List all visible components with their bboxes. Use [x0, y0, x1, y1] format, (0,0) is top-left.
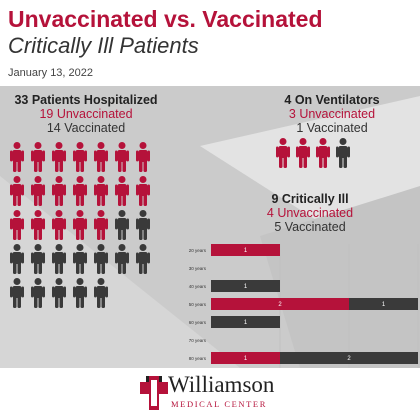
person-unvaccinated-icon	[73, 142, 87, 172]
bar-vaccinated	[211, 280, 280, 292]
critically-ill-unvaccinated-label: 4 Unvaccinated	[266, 206, 354, 220]
bar-value-label: 1	[244, 356, 248, 362]
person-vaccinated-icon	[115, 210, 129, 240]
ventilators-unvaccinated-label: 3 Unvaccinated	[288, 107, 376, 121]
category-label: 20 years	[189, 248, 207, 253]
category-label: 80 years	[189, 356, 207, 361]
person-vaccinated-icon	[10, 244, 24, 274]
person-vaccinated-icon	[94, 244, 108, 274]
bar-vaccinated	[349, 298, 418, 310]
ventilator-people-icons	[276, 138, 350, 168]
report-date: January 13, 2022	[8, 67, 94, 79]
bar-unvaccinated	[211, 244, 280, 256]
bar-vaccinated	[211, 316, 280, 328]
person-unvaccinated-icon	[52, 142, 66, 172]
person-vaccinated-icon	[73, 244, 87, 274]
person-vaccinated-icon	[115, 244, 129, 274]
person-unvaccinated-icon	[296, 138, 310, 168]
infographic-panel: 33 Patients Hospitalized 19 Unvaccinated…	[0, 86, 420, 368]
category-label: 60 years	[189, 320, 207, 325]
person-unvaccinated-icon	[10, 210, 24, 240]
person-vaccinated-icon	[336, 138, 350, 168]
person-vaccinated-icon	[94, 278, 108, 308]
person-vaccinated-icon	[52, 244, 66, 274]
person-vaccinated-icon	[31, 278, 45, 308]
person-unvaccinated-icon	[94, 142, 108, 172]
bar-value-label: 1	[244, 284, 248, 290]
person-vaccinated-icon	[31, 244, 45, 274]
page-subtitle: Critically Ill Patients	[8, 33, 199, 58]
category-label: 30 years	[189, 266, 207, 271]
person-vaccinated-icon	[136, 244, 150, 274]
bar-vaccinated	[280, 352, 418, 364]
person-unvaccinated-icon	[316, 138, 330, 168]
footer: Williamson MEDICAL CENTER	[0, 368, 420, 420]
page-title: Unvaccinated vs. Vaccinated	[8, 6, 323, 32]
person-unvaccinated-icon	[31, 210, 45, 240]
person-unvaccinated-icon	[115, 142, 129, 172]
person-unvaccinated-icon	[94, 210, 108, 240]
ventilators-title: 4 On Ventilators	[284, 93, 380, 107]
critically-ill-vaccinated-label: 5 Vaccinated	[274, 220, 346, 234]
person-vaccinated-icon	[52, 278, 66, 308]
person-unvaccinated-icon	[136, 176, 150, 206]
ventilators-vaccinated-label: 1 Vaccinated	[296, 121, 368, 135]
category-label: 40 years	[189, 284, 207, 289]
critically-ill-title: 9 Critically Ill	[271, 192, 349, 206]
person-unvaccinated-icon	[73, 176, 87, 206]
logo-name: Williamson	[168, 372, 275, 397]
hospitalized-vaccinated-label: 14 Vaccinated	[46, 121, 126, 135]
person-unvaccinated-icon	[52, 210, 66, 240]
category-label: 70 years	[189, 338, 207, 343]
person-unvaccinated-icon	[136, 142, 150, 172]
bar-unvaccinated	[211, 352, 280, 364]
bar-value-label: 1	[244, 248, 248, 254]
hospitalized-people-icons	[10, 142, 150, 308]
logo-subtitle: MEDICAL CENTER	[171, 399, 267, 409]
age-bar-chart: 20 years 1 30 years 40 years 1 50 years 2 1 60 y…	[189, 244, 419, 368]
cross-logo-icon	[140, 376, 168, 410]
person-unvaccinated-icon	[73, 210, 87, 240]
person-unvaccinated-icon	[31, 176, 45, 206]
person-unvaccinated-icon	[10, 176, 24, 206]
person-unvaccinated-icon	[52, 176, 66, 206]
bar-unvaccinated	[211, 298, 349, 310]
bar-value-label: 2	[278, 302, 282, 308]
bar-value-label: 1	[382, 302, 386, 308]
person-unvaccinated-icon	[31, 142, 45, 172]
person-unvaccinated-icon	[276, 138, 290, 168]
hospitalized-title: 33 Patients Hospitalized	[14, 93, 158, 107]
person-vaccinated-icon	[10, 278, 24, 308]
person-vaccinated-icon	[73, 278, 87, 308]
person-unvaccinated-icon	[10, 142, 24, 172]
person-unvaccinated-icon	[115, 176, 129, 206]
person-unvaccinated-icon	[94, 176, 108, 206]
category-label: 50 years	[189, 302, 207, 307]
hospitalized-unvaccinated-label: 19 Unvaccinated	[39, 107, 133, 121]
person-vaccinated-icon	[136, 210, 150, 240]
bar-value-label: 1	[244, 320, 248, 326]
bar-value-label: 2	[347, 356, 351, 362]
